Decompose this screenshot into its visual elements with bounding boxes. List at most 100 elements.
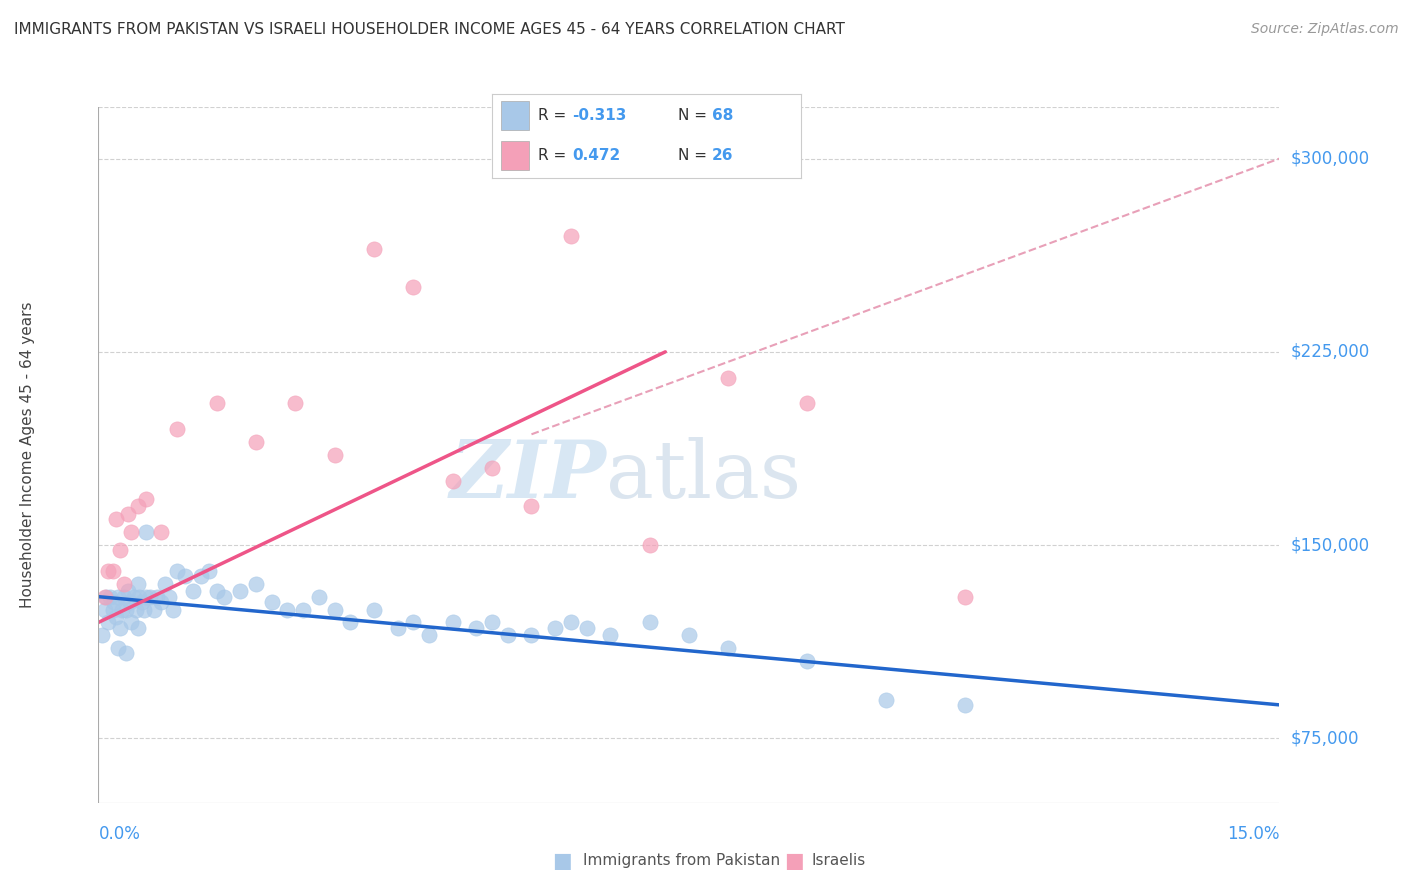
Point (121, 525, 143, 540)
Point (717, 370, 740, 384)
Point (107, 590, 129, 604)
Point (205, 584, 228, 599)
Text: -0.313: -0.313 (572, 108, 627, 123)
Point (953, 590, 976, 604)
Point (150, 595, 173, 609)
Point (638, 538, 661, 552)
Point (118, 595, 141, 609)
Point (245, 435, 267, 450)
Point (157, 590, 180, 604)
Text: ■: ■ (785, 851, 804, 871)
Point (101, 564, 124, 578)
Point (284, 396, 307, 410)
Point (292, 602, 315, 616)
Point (197, 564, 219, 578)
Point (544, 621, 567, 635)
Point (575, 621, 598, 635)
Point (953, 698, 976, 712)
Point (190, 569, 212, 583)
Text: $75,000: $75,000 (1291, 730, 1360, 747)
Point (166, 564, 188, 578)
Text: R =: R = (538, 108, 572, 123)
Point (135, 590, 157, 604)
Point (402, 280, 425, 294)
Point (481, 615, 503, 630)
Point (441, 474, 464, 488)
Point (93, 590, 115, 604)
Bar (502, 141, 529, 169)
Point (138, 590, 160, 604)
Point (174, 569, 197, 583)
Point (496, 628, 519, 642)
Point (387, 621, 409, 635)
Point (135, 491, 157, 506)
Text: IMMIGRANTS FROM PAKISTAN VS ISRAELI HOUSEHOLDER INCOME AGES 45 - 64 YEARS CORREL: IMMIGRANTS FROM PAKISTAN VS ISRAELI HOUS… (14, 22, 845, 37)
Point (142, 602, 165, 616)
Point (181, 584, 204, 599)
Point (245, 576, 267, 591)
Point (132, 602, 155, 616)
Bar (502, 102, 529, 130)
Point (98, 590, 121, 604)
Point (363, 242, 385, 256)
Point (127, 500, 149, 514)
Point (599, 628, 621, 642)
Point (93, 602, 115, 616)
Point (107, 641, 129, 656)
Point (97, 564, 120, 578)
Text: 0.472: 0.472 (572, 148, 621, 163)
Point (117, 584, 139, 599)
Text: R =: R = (538, 148, 572, 163)
Point (96, 590, 118, 604)
Point (520, 500, 543, 514)
Point (121, 615, 143, 630)
Text: Israelis: Israelis (811, 854, 866, 868)
Point (678, 628, 700, 642)
Point (122, 590, 145, 604)
Text: 0.0%: 0.0% (98, 825, 141, 843)
Text: Householder Income Ages 45 - 64 years: Householder Income Ages 45 - 64 years (20, 301, 35, 608)
Point (441, 615, 464, 630)
Point (260, 595, 283, 609)
Point (112, 590, 135, 604)
Point (638, 615, 661, 630)
Point (104, 512, 127, 526)
Point (276, 602, 298, 616)
Point (101, 602, 124, 616)
Point (112, 576, 135, 591)
Text: 15.0%: 15.0% (1227, 825, 1279, 843)
Point (520, 628, 543, 642)
Point (323, 602, 346, 616)
Text: Source: ZipAtlas.com: Source: ZipAtlas.com (1251, 22, 1399, 37)
Point (127, 621, 149, 635)
Point (323, 448, 346, 462)
Point (796, 654, 818, 668)
Point (875, 692, 897, 706)
Text: $225,000: $225,000 (1291, 343, 1369, 361)
Point (110, 621, 132, 635)
Text: Immigrants from Pakistan: Immigrants from Pakistan (583, 854, 780, 868)
Point (155, 576, 177, 591)
Text: N =: N = (678, 148, 711, 163)
Point (418, 628, 440, 642)
Point (131, 595, 153, 609)
Text: $300,000: $300,000 (1291, 150, 1369, 168)
Point (127, 576, 149, 591)
Point (481, 460, 503, 475)
Point (110, 543, 132, 558)
Text: atlas: atlas (606, 437, 801, 515)
Point (229, 584, 252, 599)
Point (115, 602, 138, 616)
Point (214, 590, 236, 604)
Point (560, 615, 582, 630)
Point (125, 602, 148, 616)
Point (205, 396, 228, 410)
Point (104, 610, 127, 624)
Point (146, 590, 169, 604)
Point (111, 602, 134, 616)
Point (402, 615, 425, 630)
Point (150, 525, 173, 540)
Point (166, 422, 188, 436)
Point (128, 590, 150, 604)
Point (103, 595, 125, 609)
